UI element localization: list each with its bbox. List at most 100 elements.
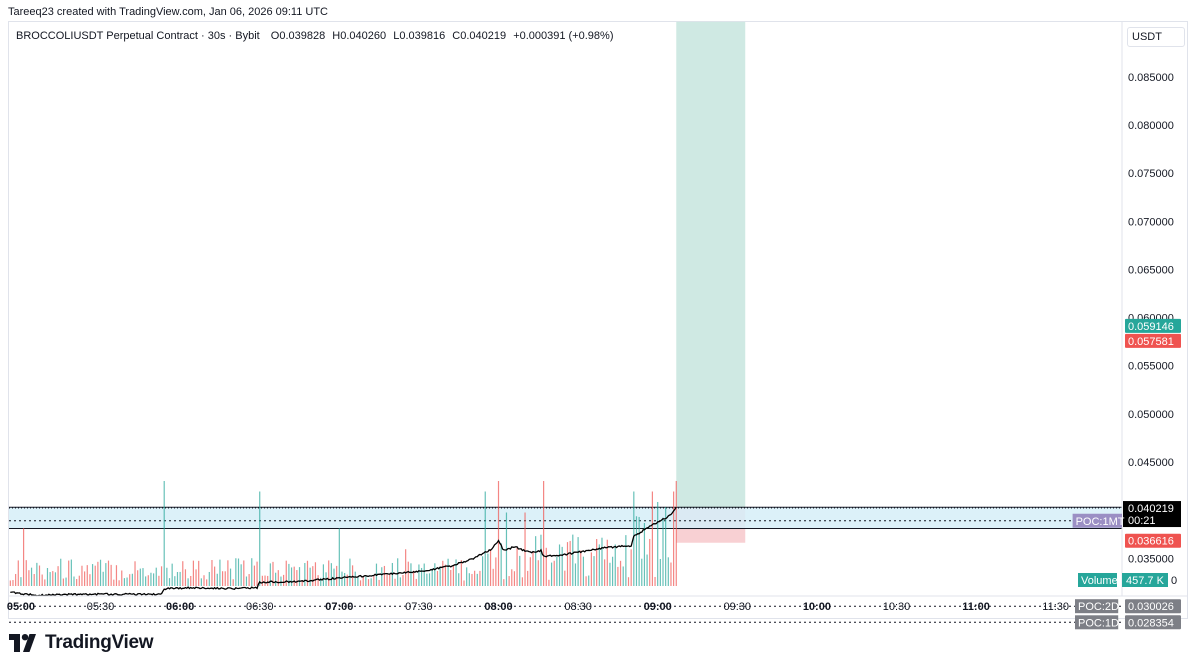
volume-bar bbox=[91, 564, 94, 586]
alert-price-tag-bg bbox=[1125, 333, 1181, 348]
volume-bar bbox=[604, 559, 606, 586]
volume-bar bbox=[245, 576, 248, 586]
volume-bar bbox=[57, 566, 59, 586]
level-price-tag-bg bbox=[1125, 599, 1181, 614]
volume-bar bbox=[76, 579, 78, 586]
volume-bar bbox=[94, 565, 96, 586]
volume-bar bbox=[190, 575, 192, 586]
volume-bar bbox=[227, 560, 229, 586]
volume-bar bbox=[261, 575, 263, 586]
volume-bar bbox=[28, 570, 30, 586]
volume-bar bbox=[200, 578, 202, 586]
volume-bar bbox=[15, 573, 17, 586]
volume-bar bbox=[516, 547, 518, 586]
volume-bar bbox=[548, 579, 550, 586]
volume-bar bbox=[489, 549, 492, 586]
volume-bar bbox=[269, 563, 271, 586]
volume-bar bbox=[524, 512, 526, 586]
volume-bar bbox=[288, 563, 290, 586]
volume-bar bbox=[458, 573, 460, 586]
volume-bar bbox=[280, 576, 282, 586]
volume-bar bbox=[256, 561, 258, 586]
close-label: C bbox=[452, 30, 461, 42]
volume-bar bbox=[182, 561, 184, 586]
volume-bar bbox=[237, 558, 240, 586]
volume-bar bbox=[675, 481, 677, 586]
volume-bar bbox=[9, 580, 11, 586]
volume-value-bg bbox=[1122, 573, 1168, 587]
volume-bar bbox=[630, 549, 632, 586]
volume-bar bbox=[463, 580, 465, 586]
volume-bar bbox=[134, 561, 136, 586]
volume-bar bbox=[290, 567, 293, 586]
volume-bar bbox=[41, 574, 43, 586]
price-series bbox=[10, 506, 677, 597]
x-tick-label: 08:30 bbox=[564, 601, 592, 613]
volume-bar bbox=[564, 570, 566, 586]
volume-bar bbox=[383, 565, 386, 586]
currency-selector[interactable]: USDT bbox=[1127, 27, 1185, 47]
volume-bar bbox=[195, 569, 197, 586]
volume-bar bbox=[206, 579, 208, 586]
volume-bar bbox=[320, 577, 322, 586]
y-tick-label: 0.070000 bbox=[1128, 216, 1174, 228]
level-price-tag-bg bbox=[1125, 615, 1181, 630]
stop-price-tag: 0.036616 bbox=[1128, 536, 1174, 548]
volume-bar bbox=[22, 528, 25, 586]
volume-bar bbox=[649, 538, 651, 586]
volume-bar bbox=[481, 556, 484, 586]
volume-bar bbox=[582, 556, 585, 586]
open-label: O bbox=[270, 30, 280, 42]
volume-bar bbox=[248, 574, 250, 586]
y-tick-label: 0.080000 bbox=[1128, 120, 1174, 132]
volume-bar bbox=[606, 539, 608, 586]
volume-bar bbox=[168, 578, 171, 586]
volume-bar bbox=[298, 567, 301, 586]
volume-bar bbox=[566, 542, 569, 586]
volume-bar bbox=[394, 578, 396, 586]
volume-bar bbox=[115, 565, 118, 586]
volume-bar bbox=[447, 558, 449, 586]
volume-bar bbox=[49, 572, 51, 586]
volume-bar bbox=[641, 558, 643, 586]
volume-bar bbox=[221, 571, 224, 586]
volume-bar bbox=[30, 567, 33, 586]
volume-bar bbox=[137, 570, 139, 586]
volume-bar bbox=[651, 491, 653, 586]
volume-bar bbox=[54, 572, 57, 586]
level-label-bg bbox=[1075, 615, 1119, 630]
volume-bar bbox=[73, 576, 75, 586]
volume-bar bbox=[251, 558, 253, 586]
volume-bar bbox=[46, 568, 49, 586]
volume-bar bbox=[78, 575, 80, 586]
x-tick-label: 07:30 bbox=[405, 601, 433, 613]
volume-bar bbox=[36, 562, 38, 586]
volume-bar bbox=[145, 576, 147, 586]
tradingview-logo[interactable]: TradingView bbox=[9, 632, 154, 654]
volume-bar bbox=[611, 556, 614, 586]
volume-bar bbox=[574, 563, 577, 586]
y-tick-label: 0.075000 bbox=[1128, 168, 1174, 180]
volume-bar bbox=[397, 558, 399, 586]
volume-bar bbox=[70, 559, 72, 586]
volume-bar bbox=[540, 534, 542, 586]
volume-bar bbox=[413, 570, 415, 586]
volume-bar bbox=[158, 575, 160, 586]
y-tick-label: 0.050000 bbox=[1128, 409, 1174, 421]
stop-price-tag-bg bbox=[1125, 533, 1181, 548]
x-tick-label: 10:30 bbox=[883, 601, 911, 613]
volume-bar bbox=[240, 564, 242, 586]
volume-bar bbox=[171, 563, 173, 586]
volume-bar bbox=[147, 575, 149, 586]
volume-bar bbox=[590, 552, 592, 586]
volume-bar bbox=[123, 578, 126, 586]
volume-bar bbox=[60, 558, 62, 586]
volume-bar bbox=[68, 560, 70, 586]
target-zone bbox=[676, 21, 746, 509]
volume-bar bbox=[619, 560, 622, 586]
y-tick-label: 0.045000 bbox=[1128, 457, 1174, 469]
volume-bar bbox=[142, 568, 144, 586]
volume-bar bbox=[107, 560, 110, 586]
x-tick-label: 11:30 bbox=[1042, 601, 1069, 613]
